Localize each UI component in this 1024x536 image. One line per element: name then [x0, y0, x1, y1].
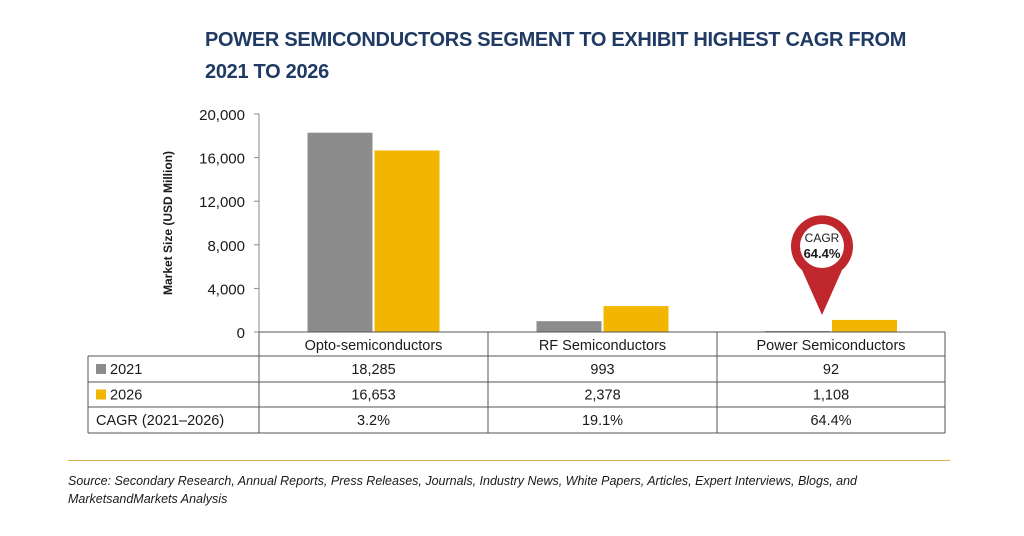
y-tick-label: 20,000 [199, 107, 245, 124]
y-tick-label: 16,000 [199, 151, 245, 168]
data-label: 993 [590, 362, 614, 378]
bars [307, 132, 897, 332]
legend-swatch-2021 [96, 364, 106, 374]
bar-2021-0 [307, 132, 373, 332]
x-category-label: RF Semiconductors [539, 338, 666, 354]
data-label: 2,378 [584, 388, 620, 404]
data-label: 1,108 [813, 388, 849, 404]
data-label: 18,285 [351, 362, 395, 378]
bar-2021-1 [536, 321, 602, 332]
bar-2021-2 [765, 330, 830, 332]
legend-label-2021: 2021 [110, 362, 142, 378]
bar-2026-2 [832, 319, 897, 332]
y-tick-label: 12,000 [199, 194, 245, 211]
y-tick-label: 4,000 [207, 281, 245, 298]
footer-divider [68, 460, 950, 461]
data-table: Opto-semiconductors RF Semiconductors Powe… [87, 331, 946, 434]
source-note: Source: Secondary Research, Annual Repor… [68, 474, 858, 506]
x-category-label: Power Semiconductors [756, 338, 905, 354]
y-axis-label: Market Size (USD Million) [161, 151, 175, 295]
y-axis: 0 4,000 8,000 12,000 16,000 20,000 Market Size… [161, 107, 260, 342]
data-label: 92 [823, 362, 839, 378]
cagr-value: 19.1% [582, 413, 623, 429]
callout-label: CAGR [805, 231, 840, 245]
cagr-value: 64.4% [810, 413, 851, 429]
bar-2026-0 [374, 150, 440, 332]
table-row-label: CAGR (2021–2026) [96, 413, 224, 429]
y-tick-label: 0 [237, 325, 245, 342]
y-tick-label: 8,000 [207, 238, 245, 255]
x-category-label: Opto-semiconductors [305, 338, 443, 354]
legend-swatch-2026 [96, 389, 106, 400]
data-label: 16,653 [351, 388, 395, 404]
callout-value: 64.4% [804, 246, 841, 261]
cagr-value: 3.2% [357, 413, 390, 429]
legend-label-2026: 2026 [110, 388, 142, 404]
callout-inner-circle [800, 224, 844, 268]
bar-2026-1 [603, 306, 669, 332]
chart-title: POWER SEMICONDUCTORS SEGMENT TO EXHIBIT … [205, 29, 907, 83]
